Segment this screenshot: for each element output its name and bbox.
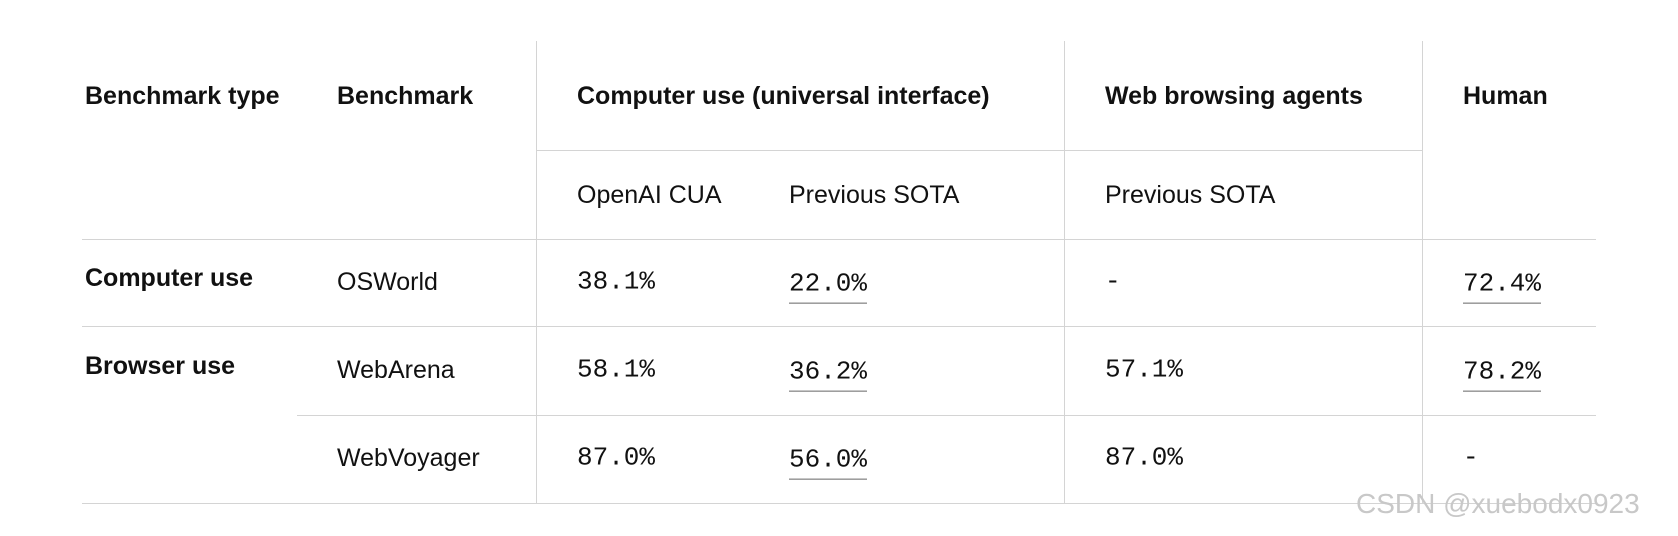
header: Benchmark type	[85, 82, 280, 110]
row-group-label: Browser use	[85, 352, 236, 380]
group-header: Web browsing agents	[1105, 82, 1363, 110]
score: -	[1105, 266, 1121, 297]
rule	[82, 503, 1596, 504]
score: 87.0%	[577, 442, 656, 473]
score: 78.2%	[1463, 357, 1542, 392]
rule	[1064, 41, 1065, 503]
subheader: Previous SOTA	[1105, 181, 1276, 209]
score: 72.4%	[1463, 269, 1542, 304]
subheader: OpenAI CUA	[577, 181, 722, 209]
benchmark-name: OSWorld	[337, 268, 438, 296]
score: 57.1%	[1105, 354, 1184, 385]
rule	[297, 415, 1596, 416]
group-header: Human	[1463, 82, 1548, 110]
score: 58.1%	[577, 354, 656, 385]
score: 87.0%	[1105, 442, 1184, 473]
subheader: Previous SOTA	[789, 181, 960, 209]
header: Benchmark	[337, 82, 474, 110]
rule	[536, 41, 537, 503]
score: 56.0%	[789, 445, 868, 480]
benchmark-name: WebVoyager	[337, 444, 480, 472]
watermark: CSDN @xuebodx0923	[1356, 488, 1640, 519]
score: 36.2%	[789, 357, 868, 392]
score: -	[1463, 442, 1479, 473]
rule	[1422, 41, 1423, 503]
score: 22.0%	[789, 269, 868, 304]
benchmark-name: WebArena	[337, 356, 455, 384]
rule	[82, 239, 1596, 240]
group-header: Computer use (universal interface)	[577, 82, 990, 110]
rule	[536, 150, 1422, 151]
rule	[82, 326, 1596, 327]
score: 38.1%	[577, 266, 656, 297]
row-group-label: Computer use	[85, 264, 254, 292]
